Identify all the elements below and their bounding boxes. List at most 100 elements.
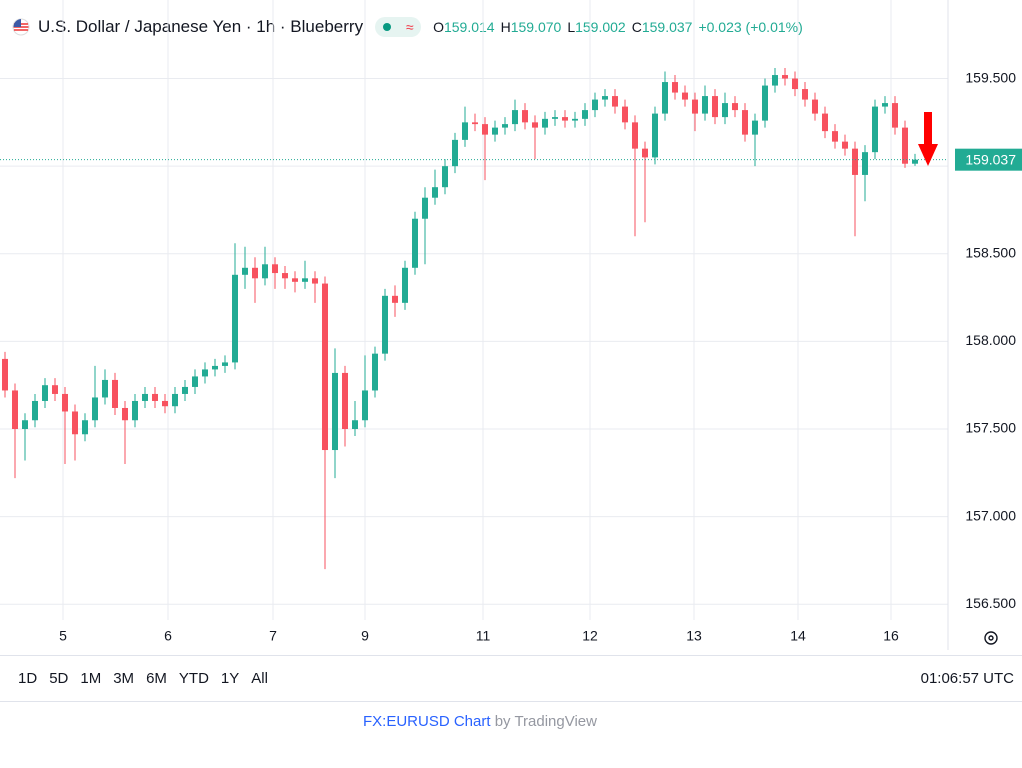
y-tick-label: 159.500 [965, 69, 1016, 85]
range-button[interactable]: 1M [80, 670, 102, 687]
candle-body [412, 218, 418, 268]
ohlc-values: O159.014 H159.070 L159.002 C159.037 [433, 19, 692, 35]
candle-body [702, 96, 708, 114]
candle-body [472, 122, 478, 125]
x-tick-label: 9 [361, 628, 369, 644]
x-tick-label: 5 [59, 628, 67, 644]
candle-body [642, 148, 648, 158]
y-tick-label: 158.000 [965, 332, 1016, 348]
candle-body [422, 197, 428, 219]
range-button[interactable]: 6M [146, 670, 167, 687]
ohlc-item: C159.037 [632, 19, 693, 35]
ohlc-key: H [500, 19, 511, 35]
candle-body [722, 103, 728, 118]
candle-body [12, 390, 18, 430]
price-change: +0.023 (+0.01%) [698, 19, 803, 35]
candle-body [22, 420, 28, 430]
candle-body [72, 411, 78, 435]
candle-body [402, 267, 408, 303]
status-pill: ≈ [375, 17, 422, 37]
candle-body [532, 122, 538, 128]
range-button[interactable]: 1D [18, 670, 38, 687]
candle-body [822, 113, 828, 132]
candle-body [682, 92, 688, 100]
flag-icon [12, 18, 30, 36]
candle-body [452, 139, 458, 167]
range-button[interactable]: 5D [49, 670, 69, 687]
footer: FX:EURUSD Chart by TradingView [0, 713, 960, 730]
divider [0, 655, 1022, 656]
candle-body [572, 118, 578, 121]
candle-body [182, 386, 188, 394]
candle-body [552, 117, 558, 119]
candle-body [232, 274, 238, 363]
ohlc-value: 159.002 [575, 19, 626, 35]
candle-body [222, 362, 228, 366]
last-price-tag [955, 148, 1022, 171]
candle-body [832, 131, 838, 142]
candle-body [62, 393, 68, 412]
candle-body [392, 295, 398, 303]
clock: 01:06:57 UTC [920, 670, 1014, 687]
ohlc-item: O159.014 [433, 19, 495, 35]
candle-body [862, 152, 868, 175]
candle-body [312, 278, 318, 284]
range-button[interactable]: YTD [178, 670, 209, 687]
ohlc-item: H159.070 [501, 19, 562, 35]
candle-body [502, 124, 508, 128]
settings-icon[interactable] [984, 631, 998, 645]
candle-body [132, 400, 138, 421]
candle-body [802, 89, 808, 100]
candle-body [342, 372, 348, 430]
x-tick-label: 7 [269, 628, 277, 644]
candle-body [112, 379, 118, 408]
candle-body [512, 110, 518, 125]
range-selector: 1D 5D 1M 3M 6M YTD 1Y All [12, 668, 274, 689]
ohlc-key: L [567, 19, 576, 35]
candle-body [662, 82, 668, 114]
candle-body [92, 397, 98, 421]
candle-body [212, 365, 218, 370]
ohlc-key: C [631, 19, 642, 35]
candle-body [632, 122, 638, 149]
candle-body [912, 159, 918, 164]
candle-body [542, 118, 548, 128]
candle-body [242, 267, 248, 275]
chart: 156.500 157.000 157.500 158.000 158.500 159.0… [0, 0, 1022, 650]
candle-body [442, 166, 448, 188]
x-tick-label: 13 [686, 628, 702, 644]
candle-body [142, 393, 148, 401]
candle-body [122, 407, 128, 421]
chart-link[interactable]: FX:EURUSD Chart [363, 713, 491, 730]
candle-body [82, 420, 88, 435]
candle-body [332, 372, 338, 451]
x-tick-label: 12 [582, 628, 598, 644]
range-button[interactable]: All [251, 670, 268, 687]
candle-body [762, 85, 768, 121]
x-tick-label: 11 [476, 628, 491, 644]
ohlc-item: L159.002 [567, 19, 625, 35]
candle-body [262, 264, 268, 279]
x-tick-label: 14 [790, 628, 806, 644]
candle-body [362, 390, 368, 421]
candle-body [462, 122, 468, 140]
candle-body [812, 99, 818, 114]
candle-body [352, 420, 358, 430]
candle-body [2, 358, 8, 391]
legend-header: U.S. Dollar / Japanese Yen · 1h · Bluebe… [12, 14, 803, 40]
candle-body [882, 103, 888, 107]
candle-body [302, 278, 308, 282]
candle-body [192, 376, 198, 387]
range-button[interactable]: 1Y [220, 670, 240, 687]
y-tick-label: 157.000 [965, 507, 1016, 523]
y-tick-label: 156.500 [965, 595, 1016, 611]
candle-body [152, 393, 158, 401]
last-price-label: 159.037 [965, 151, 1016, 167]
range-button[interactable]: 3M [113, 670, 135, 687]
candle-body [782, 75, 788, 79]
candle-body [582, 110, 588, 119]
ohlc-key: O [433, 19, 444, 35]
annotation-arrow [918, 112, 938, 166]
candle-body [852, 148, 858, 175]
candle-body [592, 99, 598, 111]
